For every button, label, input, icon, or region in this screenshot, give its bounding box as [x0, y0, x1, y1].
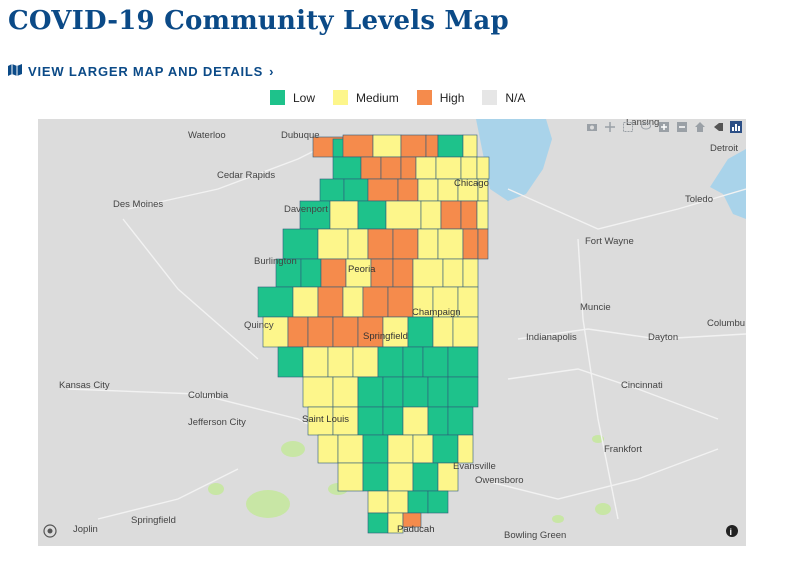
legend-label-na: N/A	[505, 90, 526, 105]
svg-text:i: i	[730, 527, 733, 537]
chevron-right-icon: ›	[269, 64, 275, 79]
city-label-champaign: Champaign	[412, 307, 461, 318]
view-larger-map-link[interactable]: VIEW LARGER MAP AND DETAILS ›	[8, 64, 274, 79]
page-title: COVID-19 Community Levels Map	[8, 6, 509, 36]
lasso-icon[interactable]	[640, 121, 652, 133]
city-label-evansville: Evansville	[453, 461, 496, 472]
legend-label-high: High	[439, 90, 465, 105]
legend-label-medium: Medium	[356, 90, 399, 105]
bar-chart-icon[interactable]	[730, 121, 742, 133]
city-label-jefferson-city: Jefferson City	[188, 417, 246, 428]
city-label-detroit: Detroit	[710, 143, 738, 154]
city-label-quincy: Quincy	[244, 320, 274, 331]
city-label-chicago: Chicago	[454, 178, 489, 189]
city-label-bowling-green: Bowling Green	[504, 530, 566, 541]
reset-icon[interactable]	[712, 121, 724, 133]
park-areas	[208, 435, 611, 523]
city-label-des-moines: Des Moines	[113, 199, 163, 210]
city-label-indianapolis: Indianapolis	[526, 332, 577, 343]
lake-michigan	[476, 119, 552, 201]
info-icon[interactable]: i	[726, 525, 738, 537]
map-legend: Low Medium High N/A	[270, 90, 525, 105]
zoom-in-icon[interactable]	[658, 121, 670, 133]
legend-item-na: N/A	[482, 90, 525, 105]
home-icon[interactable]	[694, 121, 706, 133]
view-larger-map-label: VIEW LARGER MAP AND DETAILS	[28, 64, 264, 79]
box-select-icon[interactable]	[622, 121, 634, 133]
city-label-cincinnati: Cincinnati	[621, 380, 663, 391]
city-label-davenport: Davenport	[284, 204, 328, 215]
community-levels-map[interactable]: Waterloo Dubuque Cedar Rapids Des Moines…	[38, 119, 746, 546]
legend-label-low: Low	[293, 90, 316, 105]
illinois-counties	[257, 134, 490, 534]
city-label-kansas-city: Kansas City	[59, 380, 110, 391]
city-label-toledo: Toledo	[685, 194, 713, 205]
pan-icon[interactable]	[604, 121, 616, 133]
roads	[67, 138, 746, 520]
city-label-cedar-rapids: Cedar Rapids	[217, 170, 275, 181]
legend-swatch-na	[482, 90, 498, 105]
city-label-springfield-il: Springfield	[363, 331, 408, 342]
city-label-frankfort: Frankfort	[604, 444, 642, 455]
city-label-columbus: Columbu	[707, 318, 745, 329]
map-attribution-logo[interactable]	[43, 524, 57, 538]
city-label-dayton: Dayton	[648, 332, 678, 343]
city-label-dubuque: Dubuque	[281, 130, 320, 141]
zoom-out-icon[interactable]	[676, 121, 688, 133]
legend-swatch-high	[416, 90, 432, 105]
camera-icon[interactable]	[586, 121, 598, 133]
legend-swatch-medium	[333, 90, 349, 105]
city-label-fort-wayne: Fort Wayne	[585, 236, 634, 247]
lake-erie	[710, 149, 746, 219]
city-label-burlington: Burlington	[254, 256, 297, 267]
city-label-saint-louis: Saint Louis	[302, 414, 349, 425]
city-label-muncie: Muncie	[580, 302, 611, 313]
city-label-joplin: Joplin	[73, 524, 98, 535]
city-label-peoria: Peoria	[348, 264, 376, 275]
map-canvas[interactable]: Waterloo Dubuque Cedar Rapids Des Moines…	[38, 119, 746, 546]
city-label-paducah: Paducah	[397, 524, 435, 535]
city-label-springfield-mo: Springfield	[131, 515, 176, 526]
legend-item-medium: Medium	[333, 90, 399, 105]
legend-item-high: High	[416, 90, 465, 105]
city-label-columbia: Columbia	[188, 390, 229, 401]
legend-swatch-low	[270, 90, 285, 105]
city-label-owensboro: Owensboro	[475, 475, 524, 486]
map-icon	[8, 64, 22, 79]
map-toolbar	[586, 121, 742, 133]
city-label-waterloo: Waterloo	[188, 130, 226, 141]
legend-item-low: Low	[270, 90, 315, 105]
